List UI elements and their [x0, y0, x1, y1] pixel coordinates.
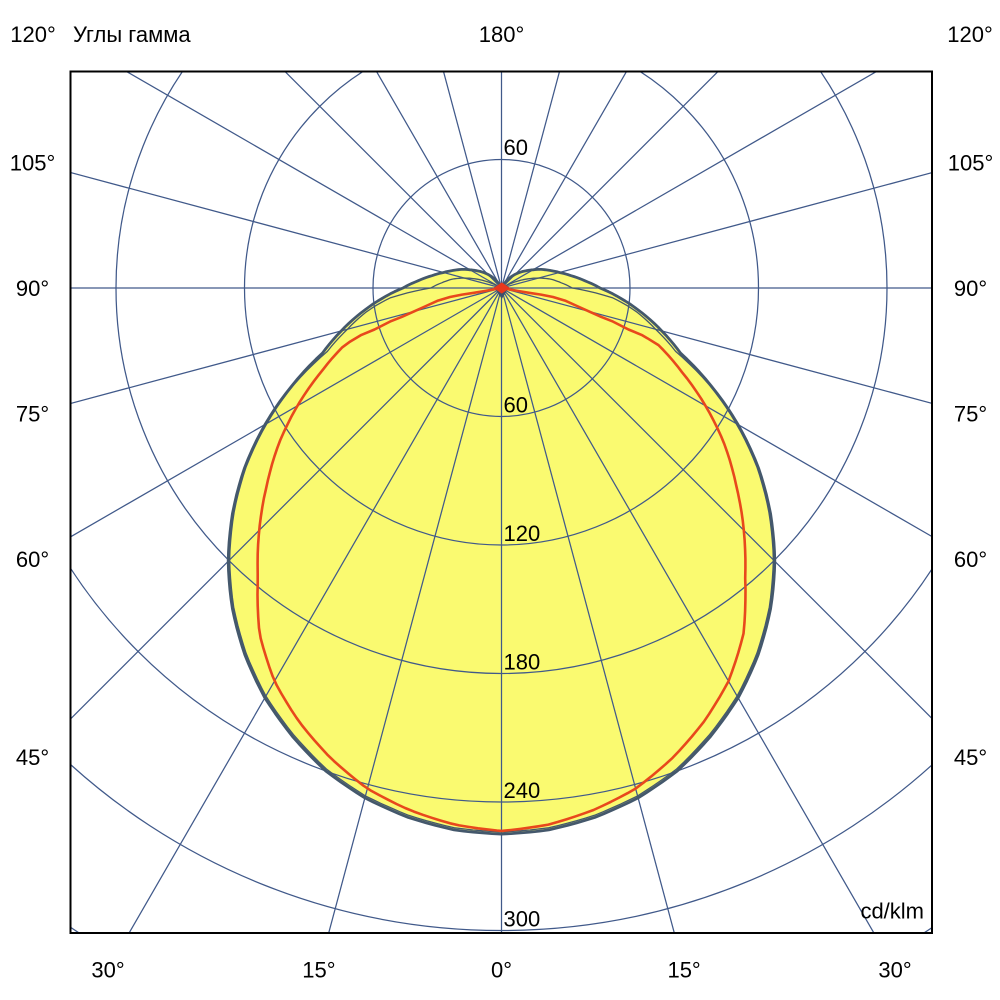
svg-text:60: 60 — [504, 135, 528, 160]
svg-text:240: 240 — [504, 778, 541, 803]
svg-text:Углы гамма: Углы гамма — [73, 22, 191, 47]
svg-text:105°: 105° — [948, 150, 994, 175]
svg-text:300: 300 — [504, 907, 541, 932]
svg-text:75°: 75° — [954, 402, 987, 427]
svg-text:60°: 60° — [954, 547, 987, 572]
svg-text:30°: 30° — [878, 958, 911, 983]
svg-text:75°: 75° — [16, 402, 49, 427]
svg-text:105°: 105° — [10, 150, 56, 175]
svg-text:120°: 120° — [10, 22, 56, 47]
svg-text:90°: 90° — [16, 276, 49, 301]
svg-text:15°: 15° — [302, 958, 335, 983]
svg-text:180°: 180° — [479, 22, 525, 47]
svg-text:45°: 45° — [954, 745, 987, 770]
svg-text:0°: 0° — [491, 958, 512, 983]
svg-text:120: 120 — [504, 521, 541, 546]
svg-text:120°: 120° — [947, 22, 993, 47]
svg-text:180: 180 — [504, 650, 541, 675]
svg-text:60: 60 — [504, 393, 528, 418]
svg-text:15°: 15° — [667, 958, 700, 983]
svg-text:60°: 60° — [16, 547, 49, 572]
svg-text:90°: 90° — [954, 276, 987, 301]
svg-text:30°: 30° — [91, 958, 124, 983]
svg-text:cd/klm: cd/klm — [860, 899, 924, 924]
svg-text:45°: 45° — [16, 745, 49, 770]
